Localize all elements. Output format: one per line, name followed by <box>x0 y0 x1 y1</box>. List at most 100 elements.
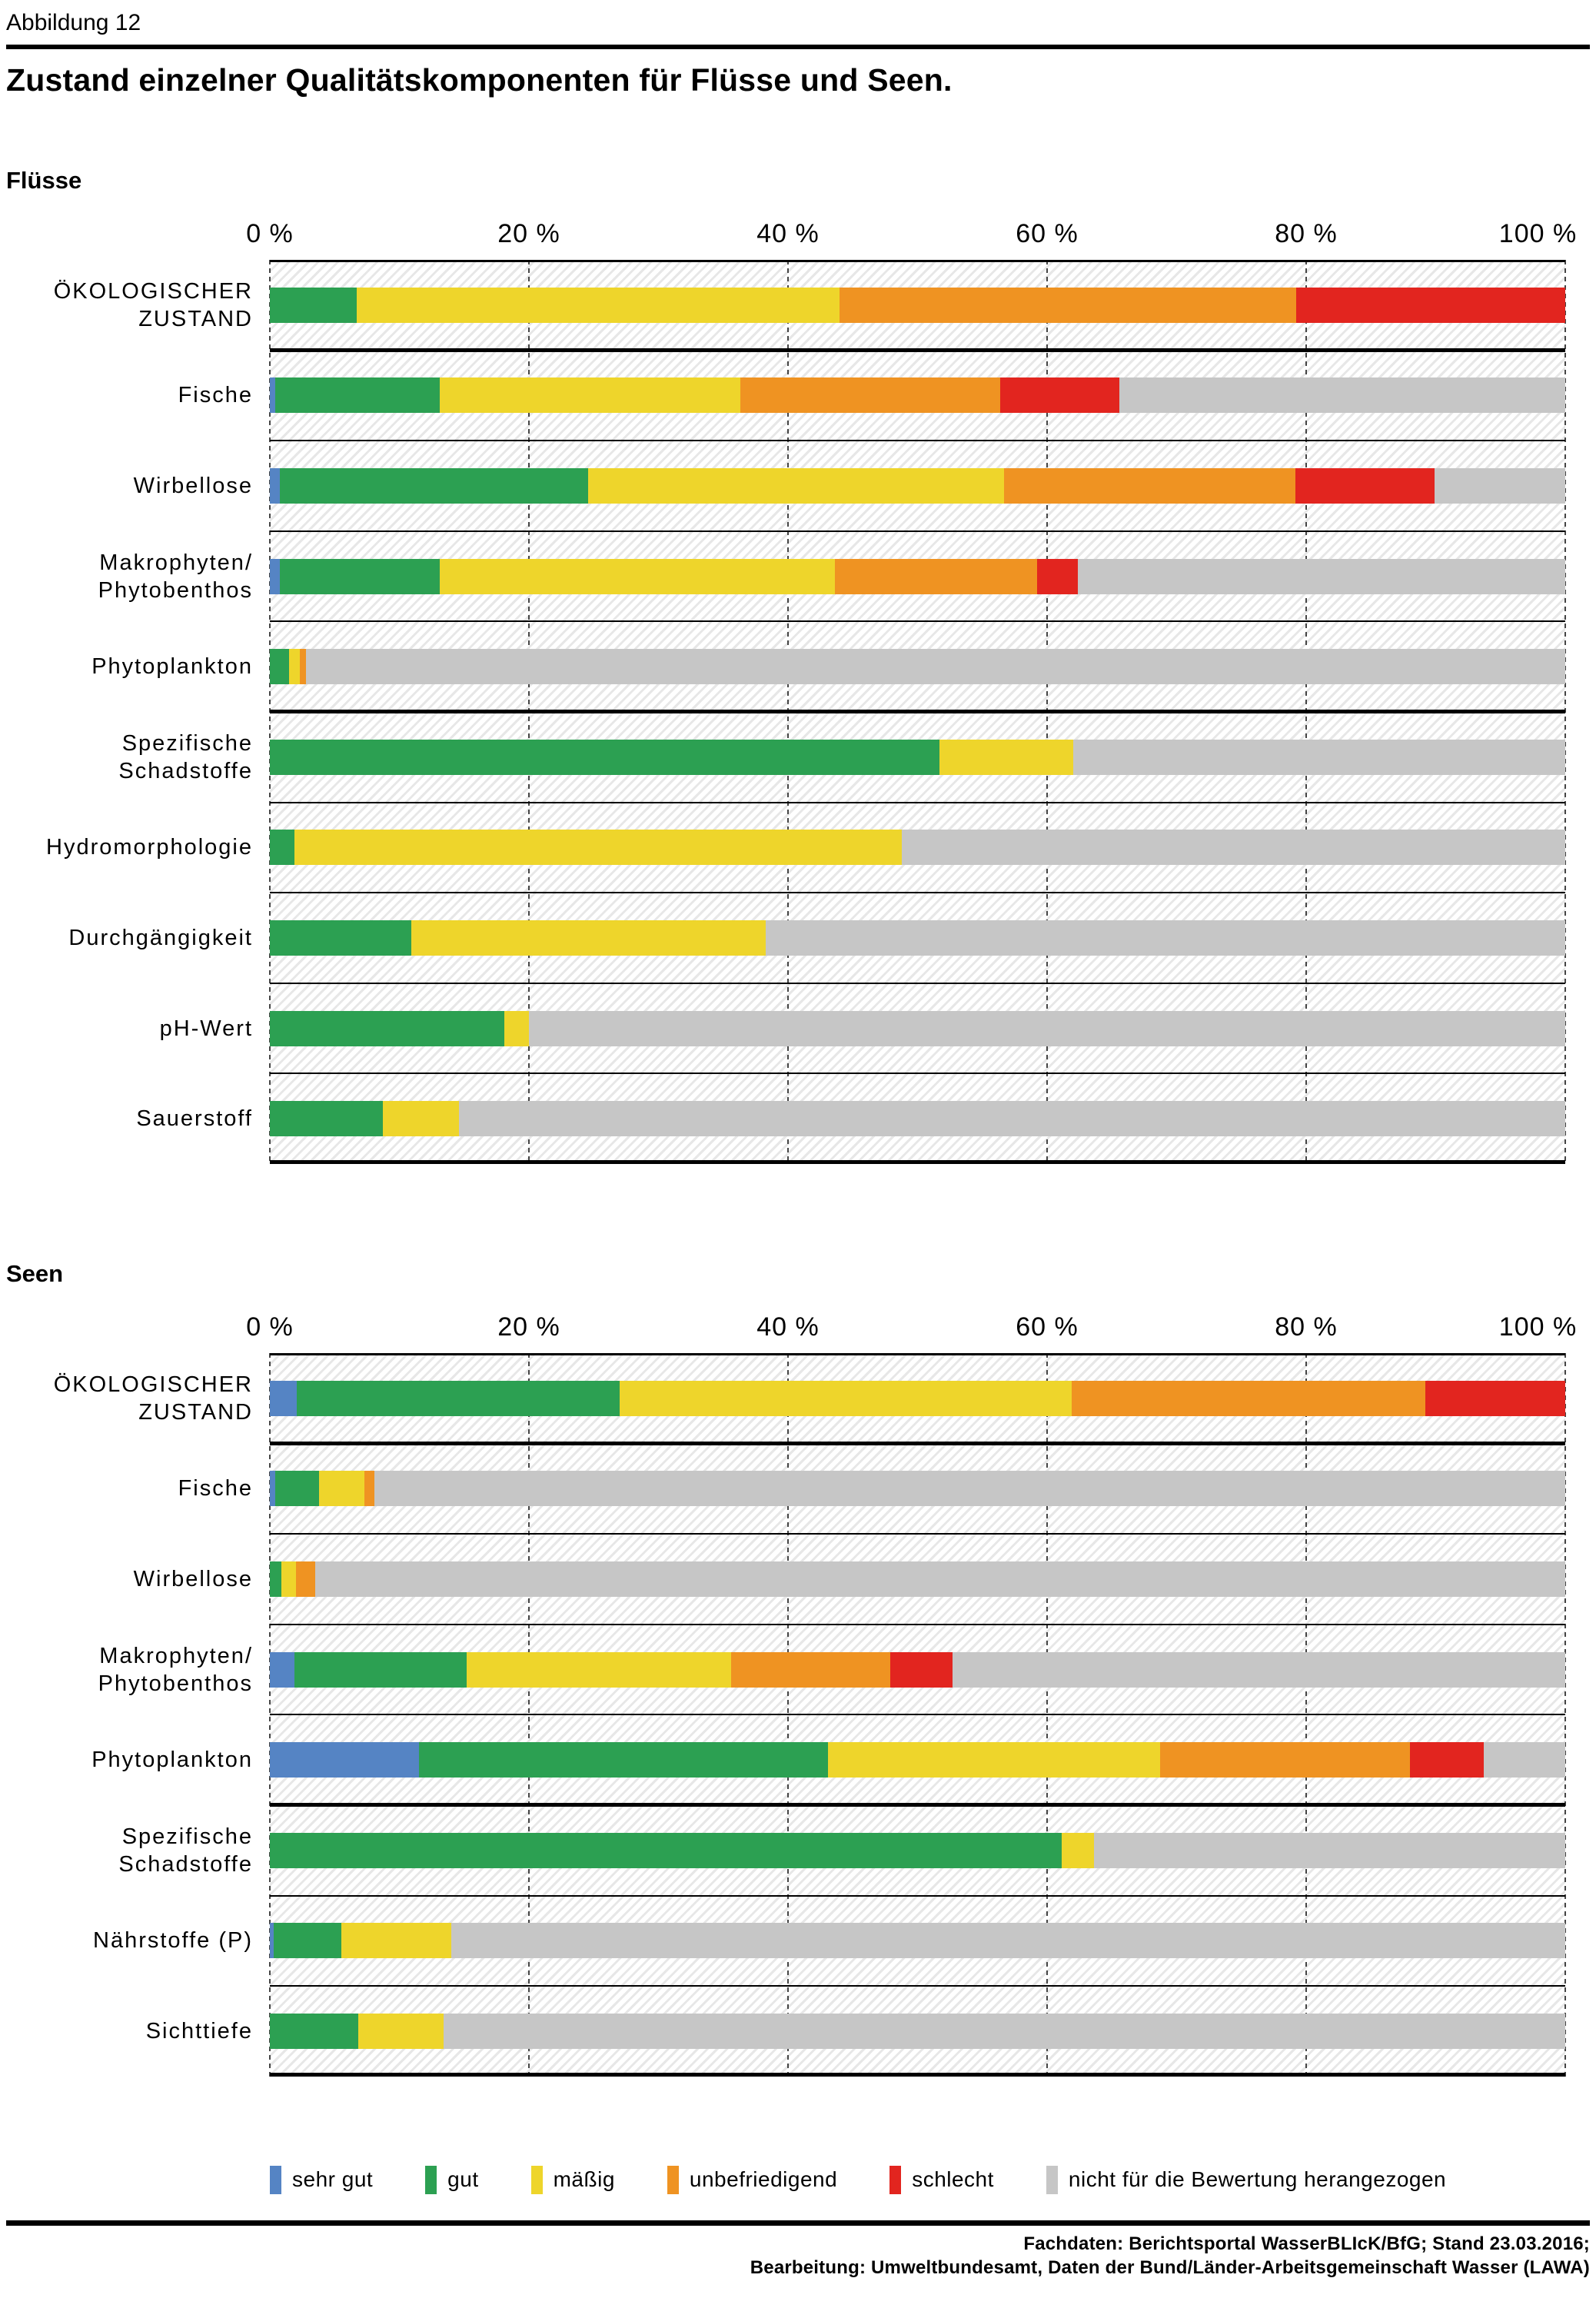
legend-swatch-gut <box>425 2165 437 2194</box>
row-label: Nährstoffe (P) <box>93 1928 253 1954</box>
legend-label: schlecht <box>912 2167 994 2192</box>
bar-segment-maessig <box>828 1742 1160 1778</box>
x-axis: 0 % 20 % 40 % 60 % 80 % 100 % <box>246 195 1576 260</box>
bar-segment-unbefriedigend <box>740 377 1001 414</box>
stacked-bar <box>270 1651 1565 1688</box>
row-label: ÖKOLOGISCHER ZUSTAND <box>53 1372 253 1425</box>
bar-segment-nicht-bewertet <box>306 649 1565 685</box>
bar-segment-nicht-bewertet <box>1093 1832 1565 1868</box>
bar-segment-nicht-bewertet <box>443 2013 1565 2049</box>
legend-label: unbefriedigend <box>689 2167 838 2192</box>
source-note: Fachdaten: Berichtsportal WasserBLIcK/Bf… <box>6 2232 1590 2280</box>
row-separator-line <box>270 620 1565 623</box>
row-label: Sichttiefe <box>145 2018 253 2044</box>
axis-tick: 0 % <box>246 219 294 248</box>
chart-row: Makrophyten/ Phytobenthos <box>6 1624 1590 1716</box>
stacked-bar <box>270 920 1565 956</box>
row-separator-line <box>270 1985 1565 1987</box>
row-band <box>270 1624 1565 1716</box>
group-separator-line <box>270 348 1565 352</box>
axis-tick: 20 % <box>497 219 560 248</box>
row-separator-line <box>270 1894 1565 1897</box>
bar-segment-maessig <box>289 649 300 685</box>
bar-segment-sehr-gut <box>270 1471 275 1507</box>
bar-segment-unbefriedigend <box>364 1471 375 1507</box>
bar-segment-maessig <box>467 1651 731 1688</box>
bar-segment-sehr-gut <box>270 1380 298 1416</box>
bar-segment-schlecht <box>890 1651 953 1688</box>
chart-row: Sauerstoff <box>6 1073 1590 1164</box>
row-separator-line <box>270 801 1565 803</box>
legend-swatch-maessig <box>530 2165 543 2194</box>
axis-tick: 40 % <box>756 219 820 248</box>
chart-row: Spezifische Schadstoffe <box>6 1804 1590 1897</box>
bar-segment-maessig <box>439 558 835 594</box>
row-separator-line <box>270 892 1565 894</box>
legend-label: gut <box>447 2167 479 2192</box>
legend-label: mäßig <box>553 2167 615 2192</box>
chart-row: Wirbellose <box>6 441 1590 532</box>
bar-segment-gut <box>270 1561 282 1597</box>
chart-row: Makrophyten/ Phytobenthos <box>6 530 1590 623</box>
stacked-bar <box>270 830 1565 866</box>
bar-segment-maessig <box>281 1561 296 1597</box>
bar-segment-schlecht <box>1425 1380 1565 1416</box>
bar-segment-gut <box>280 558 440 594</box>
bar-segment-unbefriedigend <box>299 649 307 685</box>
stacked-bar <box>270 467 1565 504</box>
stacked-bar <box>270 1471 1565 1507</box>
row-separator-line <box>270 982 1565 984</box>
row-label: Sauerstoff <box>136 1106 253 1132</box>
chart-row: Nährstoffe (P) <box>6 1895 1590 1987</box>
row-band <box>270 802 1565 894</box>
bar-segment-nicht-bewertet <box>1119 377 1565 414</box>
row-separator-line <box>270 1623 1565 1625</box>
axis-tick: 40 % <box>756 1312 820 1342</box>
legend-item-maessig: mäßig <box>530 2165 615 2194</box>
row-label: pH-Wert <box>159 1016 253 1041</box>
legend-item-unbefriedigend: unbefriedigend <box>667 2165 838 2194</box>
row-band <box>270 893 1565 984</box>
stacked-bar <box>270 1742 1565 1778</box>
row-band <box>270 260 1565 352</box>
chart-row: Fische <box>6 350 1590 442</box>
plot-area: ÖKOLOGISCHER ZUSTAND Fische Wirbellose Makr… <box>6 1352 1590 2077</box>
bar-segment-nicht-bewertet <box>374 1471 1565 1507</box>
chart-row: Spezifische Schadstoffe <box>6 711 1590 803</box>
stacked-bar <box>270 649 1565 685</box>
row-separator-line <box>270 1533 1565 1535</box>
bar-segment-schlecht <box>1295 287 1565 323</box>
row-band <box>270 1073 1565 1164</box>
stacked-bar <box>270 377 1565 414</box>
legend: sehr gut gut mäßig unbefriedigend schlecht ni… <box>270 2165 1590 2194</box>
axis-tick: 60 % <box>1016 1312 1079 1342</box>
row-label: Makrophyten/ Phytobenthos <box>98 550 253 603</box>
bar-segment-gut <box>270 1101 383 1137</box>
bar-segment-sehr-gut <box>270 377 275 414</box>
bar-segment-gut <box>297 1380 620 1416</box>
row-band <box>270 530 1565 623</box>
bar-segment-nicht-bewertet <box>766 920 1565 956</box>
bar-segment-maessig <box>504 1010 529 1046</box>
source-line-1: Fachdaten: Berichtsportal WasserBLIcK/Bf… <box>1023 2233 1590 2254</box>
bar-segment-gut <box>294 1651 467 1688</box>
footer-rule <box>6 2220 1590 2226</box>
row-label: ÖKOLOGISCHER ZUSTAND <box>53 278 253 331</box>
chart-row: Fische <box>6 1443 1590 1535</box>
stacked-bar <box>270 1380 1565 1416</box>
bar-segment-nicht-bewertet <box>528 1010 1565 1046</box>
bar-segment-gut <box>270 739 940 775</box>
row-label: Makrophyten/ Phytobenthos <box>98 1643 253 1696</box>
row-band <box>270 983 1565 1075</box>
row-label: Spezifische Schadstoffe <box>118 1824 253 1877</box>
stacked-bar <box>270 1561 1565 1597</box>
header-rule <box>6 45 1590 49</box>
chart-row: Phytoplankton <box>6 621 1590 713</box>
axis-tick: 20 % <box>497 1312 560 1342</box>
bar-segment-maessig <box>411 920 766 956</box>
plot-bottom-border <box>270 1159 1565 1164</box>
row-band <box>270 711 1565 803</box>
chart-row: Sichttiefe <box>6 1986 1590 2077</box>
row-label: Fische <box>178 1476 253 1502</box>
bar-segment-maessig <box>356 287 840 323</box>
